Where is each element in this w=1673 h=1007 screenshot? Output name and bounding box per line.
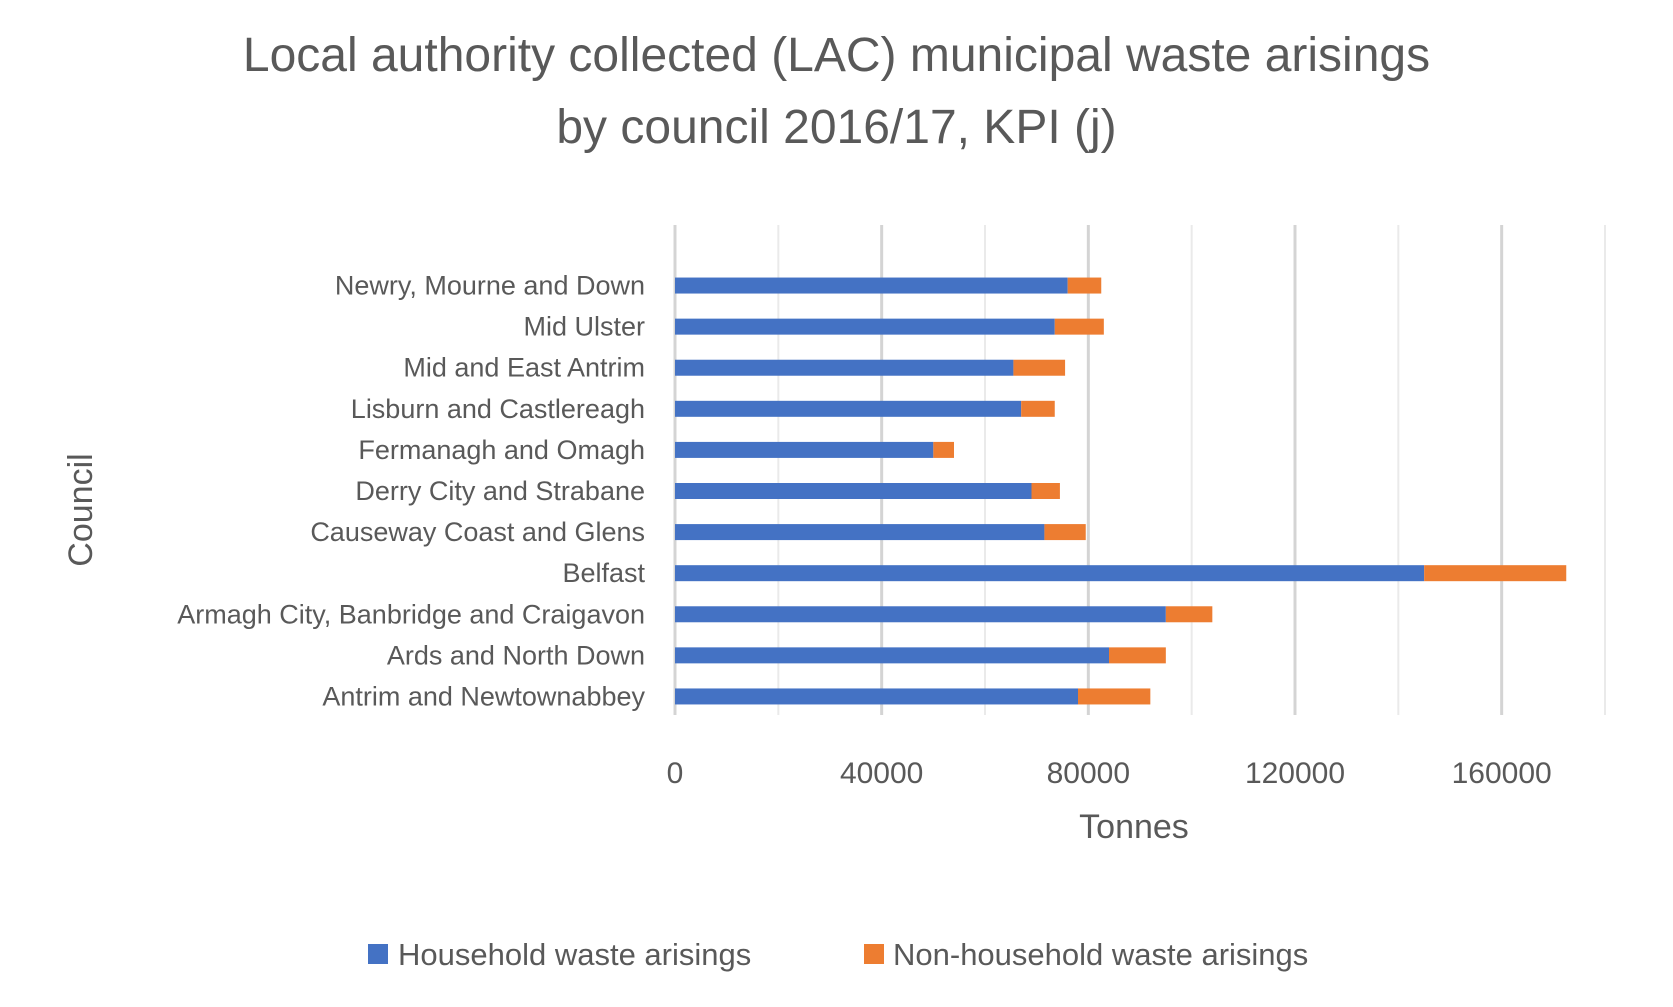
bar-non-household (933, 441, 954, 458)
x-tick-label: 160000 (1452, 757, 1552, 790)
gridlines (673, 225, 1606, 715)
category-label: Newry, Mourne and Down (335, 271, 645, 301)
bar-household (675, 647, 1109, 664)
bar-non-household (1044, 524, 1086, 541)
x-tick-label: 120000 (1245, 757, 1345, 790)
bar-household (675, 688, 1078, 705)
chart-title-line-2: by council 2016/17, KPI (j) (556, 101, 1117, 154)
category-label: Fermanagh and Omagh (358, 435, 645, 465)
bars (675, 277, 1567, 705)
y-axis-title: Council (62, 453, 100, 566)
x-tick-label: 80000 (1047, 757, 1130, 790)
bar-household (675, 400, 1022, 417)
bar-non-household (1424, 565, 1567, 582)
category-label: Armagh City, Banbridge and Craigavon (177, 599, 645, 629)
category-label: Derry City and Strabane (355, 476, 645, 506)
bar-household (675, 565, 1425, 582)
bar-non-household (1165, 606, 1213, 623)
x-tick-label: 0 (667, 757, 684, 790)
bar-household (675, 359, 1014, 376)
legend-label: Non-household waste arisings (893, 937, 1308, 972)
category-label: Causeway Coast and Glens (310, 517, 645, 547)
bar-household (675, 606, 1166, 623)
bar-non-household (1067, 277, 1102, 294)
bar-non-household (1021, 400, 1055, 417)
x-tick-label: 40000 (840, 757, 923, 790)
bar-household (675, 524, 1045, 541)
legend-swatch (368, 944, 388, 964)
category-label: Mid Ulster (523, 312, 645, 342)
x-tick-labels: 0 40000 80000 120000 160000 (667, 757, 1552, 790)
bar-non-household (1031, 483, 1060, 499)
bar-household (675, 441, 934, 458)
category-label: Antrim and Newtownabbey (322, 681, 645, 711)
category-label: Ards and North Down (387, 640, 645, 670)
bar-non-household (1078, 688, 1151, 705)
bar-household (675, 483, 1032, 499)
bar-non-household (1109, 647, 1166, 664)
x-axis-title: Tonnes (1079, 808, 1189, 846)
bar-non-household (1013, 359, 1066, 376)
category-label: Mid and East Antrim (403, 353, 645, 383)
chart-title-line-1: Local authority collected (LAC) municipa… (242, 29, 1431, 82)
legend-swatch (864, 944, 884, 964)
category-label: Lisburn and Castlereagh (351, 394, 645, 424)
bar-household (675, 318, 1055, 335)
bar-non-household (1054, 318, 1104, 335)
bar-household (675, 277, 1068, 294)
category-label: Belfast (562, 558, 645, 588)
legend-label: Household waste arisings (398, 937, 751, 972)
category-labels: Antrim and Newtownabbey Ards and North Do… (177, 271, 645, 712)
legend: Household waste arisings Non-household wa… (368, 937, 1308, 972)
